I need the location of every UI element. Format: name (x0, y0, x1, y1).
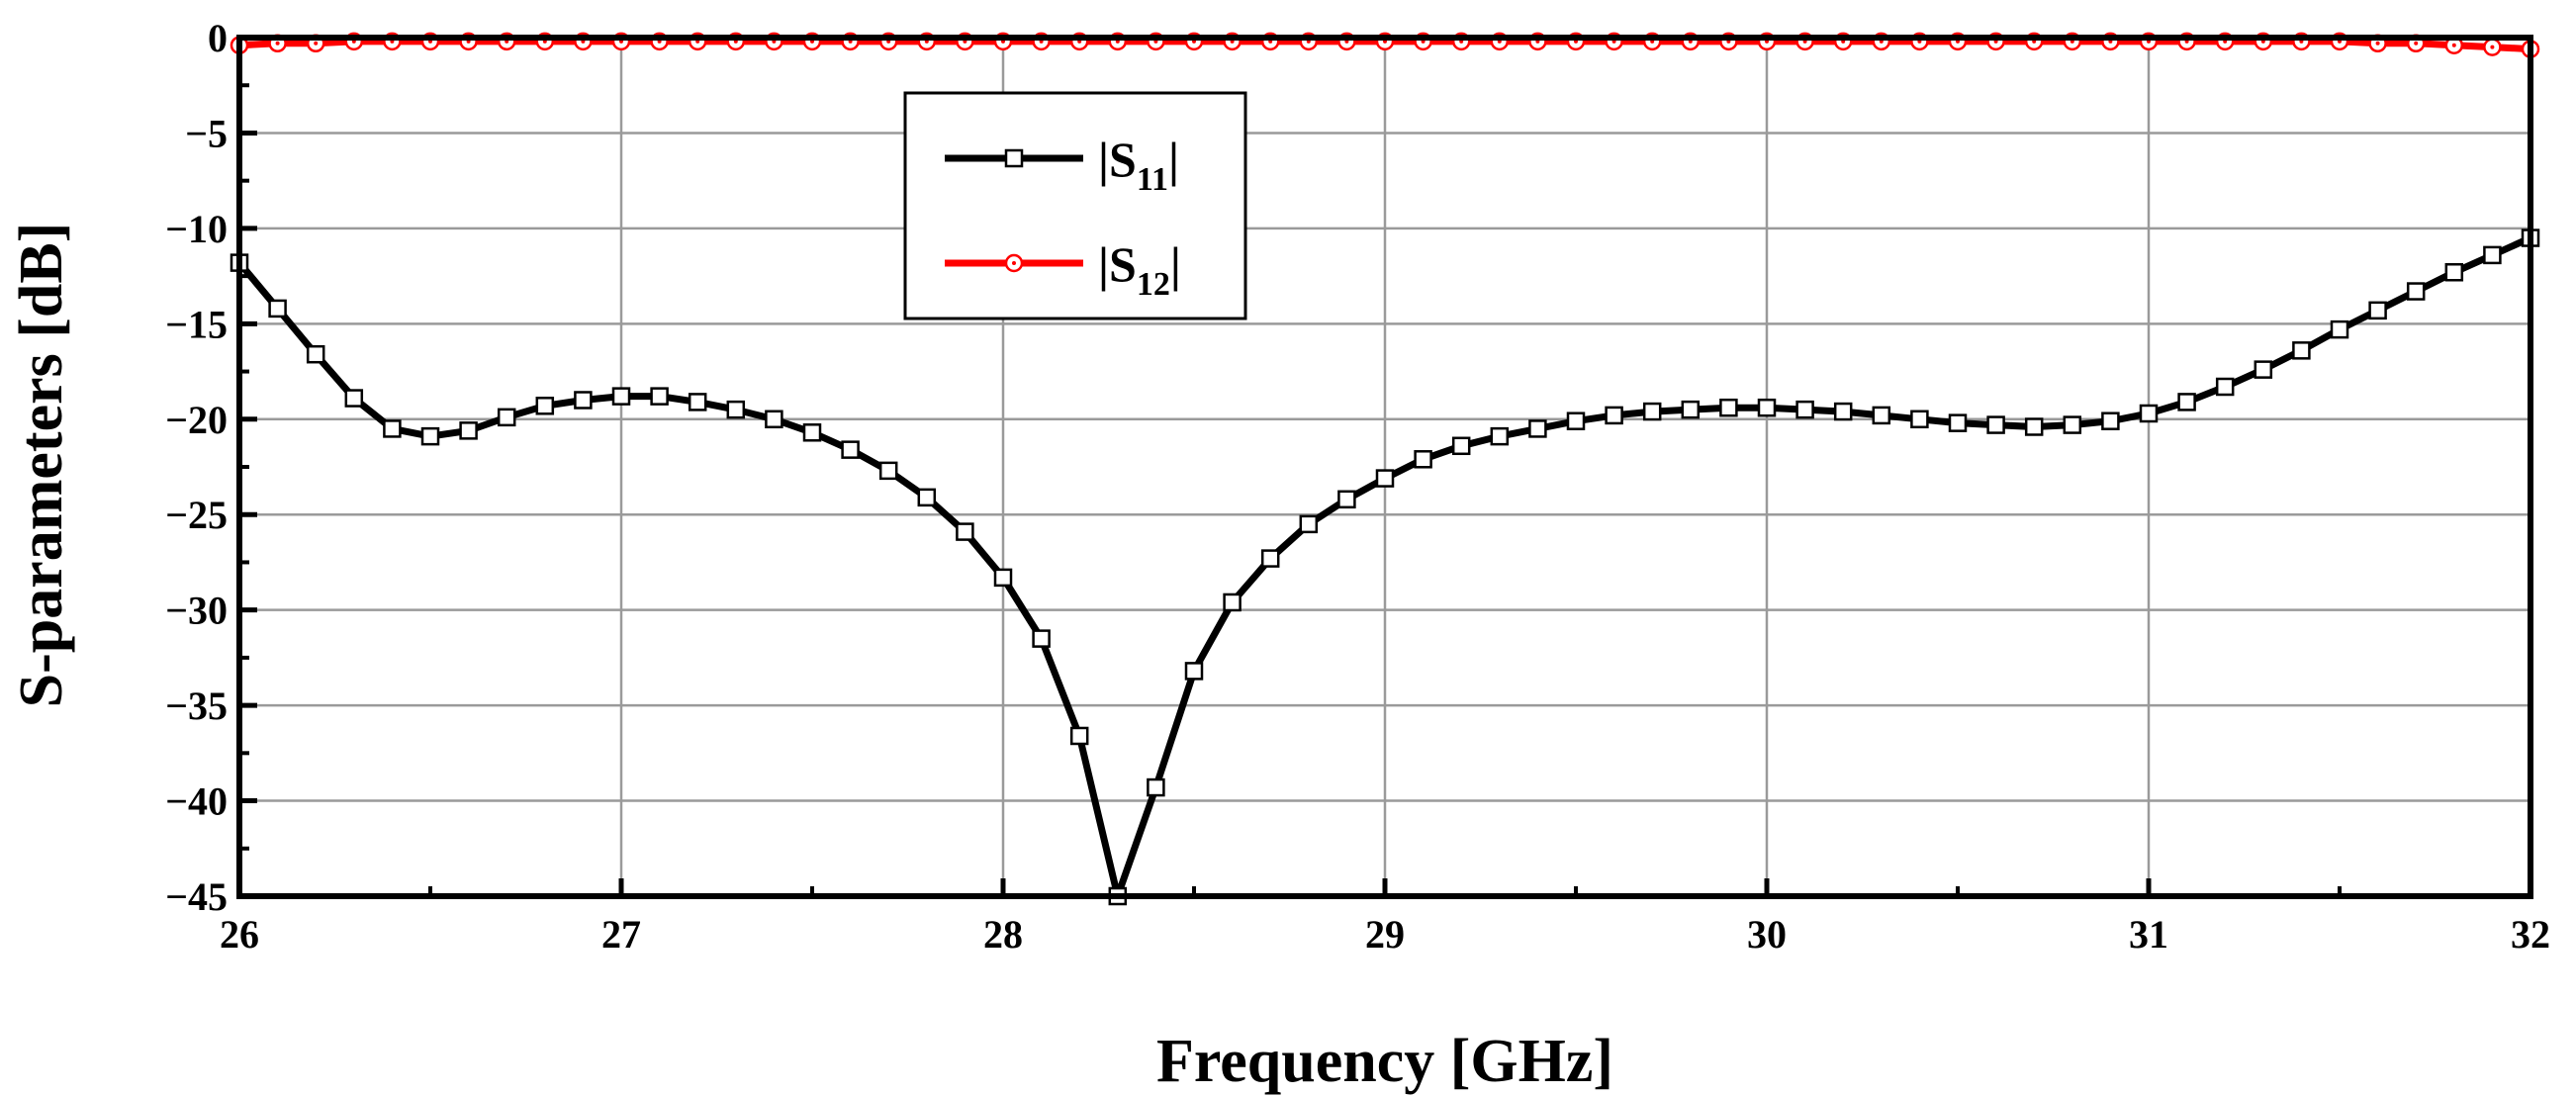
s11-point (1032, 629, 1051, 648)
s11-point (1337, 490, 1356, 509)
x-tick-label: 28 (983, 912, 1023, 957)
y-tick-label: −5 (185, 111, 228, 155)
s11-point (1719, 398, 1738, 417)
y-axis-title: S-parameters [dB] (8, 223, 75, 708)
s11-point (726, 400, 746, 419)
s11-point (459, 421, 478, 440)
s11-point (2215, 377, 2235, 397)
y-tick-label: −30 (165, 589, 228, 633)
s11-point (878, 461, 898, 481)
s11-point (268, 299, 287, 319)
s11-point (765, 410, 783, 429)
s11-point (1642, 402, 1662, 421)
series-layer (230, 32, 2540, 906)
legend: |S11| |S12| (903, 91, 1247, 320)
s11-point (1948, 413, 1968, 432)
s11-point (383, 419, 402, 438)
s12-point-dot (275, 41, 280, 46)
s11-point (2101, 411, 2120, 430)
legend-marker-dot-s12 (1012, 261, 1016, 265)
x-tick-label: 27 (601, 912, 641, 957)
s11-point (1184, 662, 1204, 681)
grid (239, 38, 2530, 896)
s11-point (1147, 777, 1165, 797)
s11-point (1833, 402, 1853, 421)
x-axis-title: Frequency [GHz] (1156, 1028, 1613, 1095)
s11-point (993, 568, 1013, 588)
s11-point (1451, 436, 1471, 456)
legend-label-s12: |S12| (1098, 236, 1181, 303)
x-tick-label: 29 (1365, 912, 1405, 957)
s11-point (1795, 400, 1814, 419)
s11-point (2406, 282, 2426, 301)
s11-point (1375, 469, 1395, 488)
s11-point (306, 344, 325, 364)
legend-box (903, 91, 1247, 320)
y-tick-label: −15 (165, 302, 228, 346)
y-tick-label: −40 (165, 779, 228, 824)
s11-point (1757, 398, 1777, 417)
s11-point (1566, 411, 1586, 430)
s11-point (574, 391, 593, 410)
y-tick-label: −20 (165, 398, 228, 442)
s11-point (2063, 415, 2082, 434)
s11-point (1490, 426, 1510, 446)
s11-point (650, 387, 669, 406)
s11-point (611, 387, 631, 406)
s12-point-dot (2414, 41, 2419, 46)
x-tick-label: 31 (2129, 912, 2168, 957)
s11-point (497, 408, 516, 427)
s11-point (2330, 320, 2349, 339)
x-tick-label: 30 (1747, 912, 1787, 957)
y-tick-label: −35 (165, 684, 228, 728)
s11-point (1605, 406, 1623, 425)
s11-point (2444, 263, 2464, 282)
s11-point (1069, 726, 1089, 746)
s11-point (1910, 410, 1929, 429)
s11-point (956, 522, 974, 541)
s11-point (344, 389, 364, 408)
s11-point (1223, 593, 1242, 612)
axis-ticks (236, 35, 2533, 899)
s11-point (1986, 415, 2005, 434)
s11-point (2024, 417, 2044, 436)
s12-point-dot (2375, 41, 2380, 46)
legend-label-s11: |S11| (1098, 132, 1179, 198)
tick-labels: 26 27 28 29 30 31 32 0 −5 −10 −15 −20 −25 −30 −35 −40 −4… (165, 16, 2550, 957)
s12-point-dot (2490, 45, 2495, 49)
s11-point (1260, 549, 1280, 568)
s11-point (2292, 341, 2311, 360)
s11-point (1299, 514, 1319, 534)
s11-point (1414, 450, 1432, 469)
y-tick-label: −25 (165, 493, 228, 537)
legend-marker-s11 (1004, 148, 1024, 168)
y-tick-label: −10 (165, 207, 228, 251)
s11-point (1528, 419, 1547, 438)
s12-point-dot (2451, 43, 2456, 47)
s11-point (535, 397, 555, 415)
s11-point (2177, 393, 2196, 411)
s11-point (1681, 400, 1701, 419)
s11-point (2254, 360, 2273, 379)
x-tick-label: 32 (2511, 912, 2550, 957)
x-tick-label: 26 (220, 912, 259, 957)
s12-point-dot (314, 41, 319, 46)
s11-point (1872, 406, 1891, 425)
s11-point (841, 440, 860, 459)
s11-point (2483, 245, 2502, 265)
s11-point (2139, 404, 2159, 423)
y-tick-label: −45 (165, 874, 228, 919)
s11-point (688, 393, 707, 411)
s11-point (917, 488, 937, 507)
s11-point (802, 423, 822, 442)
y-tick-label: 0 (208, 16, 228, 60)
s11-point (420, 426, 440, 446)
s11-point (2368, 301, 2387, 320)
